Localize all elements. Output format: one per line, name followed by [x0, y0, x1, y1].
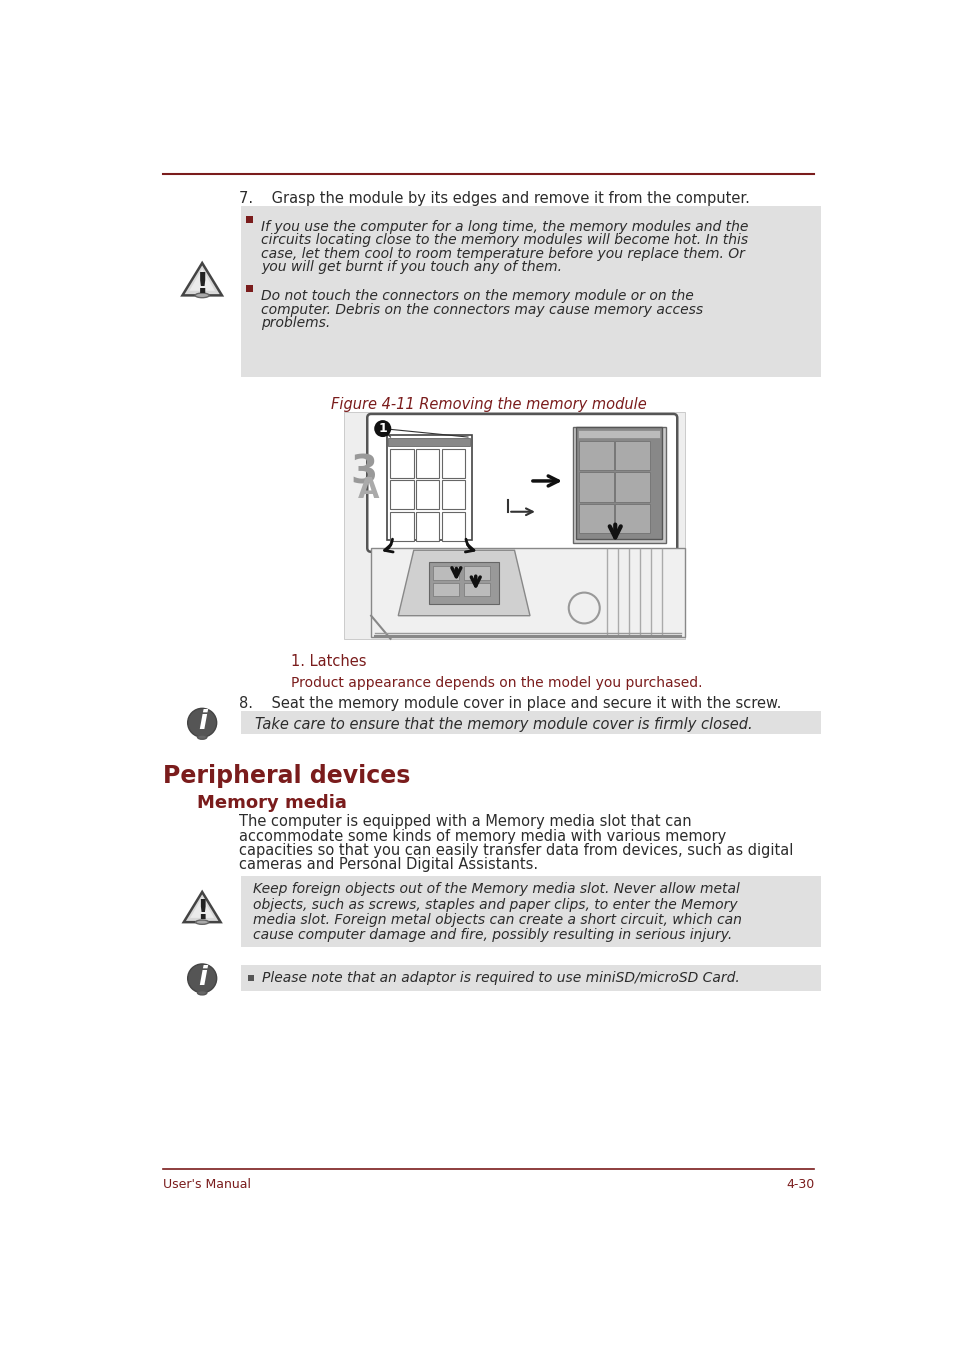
Text: 4-30: 4-30 [785, 1178, 814, 1190]
FancyBboxPatch shape [578, 472, 613, 502]
Circle shape [374, 420, 391, 437]
Polygon shape [190, 897, 213, 917]
FancyBboxPatch shape [433, 566, 458, 580]
Text: cameras and Personal Digital Assistants.: cameras and Personal Digital Assistants. [239, 857, 537, 872]
Ellipse shape [195, 920, 209, 924]
FancyBboxPatch shape [615, 472, 649, 502]
FancyBboxPatch shape [578, 441, 613, 471]
Polygon shape [190, 269, 214, 291]
FancyBboxPatch shape [241, 966, 820, 991]
Text: 1. Latches: 1. Latches [291, 654, 366, 670]
Text: If you use the computer for a long time, the memory modules and the: If you use the computer for a long time,… [261, 221, 748, 234]
FancyBboxPatch shape [248, 975, 253, 981]
Text: computer. Debris on the connectors may cause memory access: computer. Debris on the connectors may c… [261, 303, 702, 316]
Ellipse shape [197, 991, 207, 995]
FancyBboxPatch shape [246, 285, 253, 292]
FancyBboxPatch shape [388, 438, 470, 445]
Ellipse shape [197, 734, 207, 740]
Text: 7.    Grasp the module by its edges and remove it from the computer.: 7. Grasp the module by its edges and rem… [239, 191, 749, 206]
Text: The computer is equipped with a Memory media slot that can: The computer is equipped with a Memory m… [239, 814, 691, 830]
FancyBboxPatch shape [241, 712, 820, 734]
Text: Product appearance depends on the model you purchased.: Product appearance depends on the model … [291, 675, 702, 690]
FancyBboxPatch shape [246, 217, 253, 223]
Text: problems.: problems. [261, 316, 330, 330]
FancyBboxPatch shape [390, 449, 414, 477]
Text: Keep foreign objects out of the Memory media slot. Never allow metal: Keep foreign objects out of the Memory m… [253, 882, 740, 896]
Text: i: i [197, 964, 207, 991]
FancyBboxPatch shape [390, 480, 414, 510]
Text: you will get burnt if you touch any of them.: you will get burnt if you touch any of t… [261, 261, 561, 274]
FancyBboxPatch shape [241, 206, 820, 377]
Text: User's Manual: User's Manual [163, 1178, 252, 1190]
FancyArrowPatch shape [384, 539, 393, 551]
Text: Memory media: Memory media [196, 795, 346, 812]
FancyArrowPatch shape [465, 539, 474, 551]
Polygon shape [397, 550, 530, 616]
FancyBboxPatch shape [433, 582, 458, 596]
Text: cause computer damage and fire, possibly resulting in serious injury.: cause computer damage and fire, possibly… [253, 928, 732, 943]
FancyBboxPatch shape [615, 441, 649, 471]
Text: Peripheral devices: Peripheral devices [163, 764, 411, 788]
Polygon shape [182, 264, 222, 296]
Ellipse shape [195, 293, 209, 297]
Polygon shape [184, 892, 220, 923]
Text: circuits locating close to the memory modules will become hot. In this: circuits locating close to the memory mo… [261, 234, 747, 247]
FancyBboxPatch shape [441, 511, 464, 541]
Text: 3: 3 [350, 455, 377, 492]
FancyBboxPatch shape [386, 434, 472, 541]
Text: A: A [357, 476, 379, 503]
FancyBboxPatch shape [578, 430, 659, 438]
FancyBboxPatch shape [615, 504, 649, 534]
Circle shape [188, 964, 216, 993]
FancyBboxPatch shape [416, 511, 439, 541]
FancyBboxPatch shape [464, 566, 489, 580]
Text: media slot. Foreign metal objects can create a short circuit, which can: media slot. Foreign metal objects can cr… [253, 913, 741, 927]
FancyBboxPatch shape [371, 547, 684, 638]
Text: Figure 4-11 Removing the memory module: Figure 4-11 Removing the memory module [331, 397, 646, 412]
Text: case, let them cool to room temperature before you replace them. Or: case, let them cool to room temperature … [261, 247, 744, 261]
FancyBboxPatch shape [464, 582, 489, 596]
Text: Take care to ensure that the memory module cover is firmly closed.: Take care to ensure that the memory modu… [254, 717, 752, 732]
Circle shape [568, 593, 599, 623]
Text: 8.    Seat the memory module cover in place and secure it with the screw.: 8. Seat the memory module cover in place… [239, 695, 781, 710]
Text: capacities so that you can easily transfer data from devices, such as digital: capacities so that you can easily transf… [239, 843, 793, 858]
FancyBboxPatch shape [416, 449, 439, 477]
FancyBboxPatch shape [344, 412, 684, 639]
Text: accommodate some kinds of memory media with various memory: accommodate some kinds of memory media w… [239, 829, 726, 843]
FancyBboxPatch shape [367, 414, 677, 551]
Text: Do not touch the connectors on the memory module or on the: Do not touch the connectors on the memor… [261, 289, 693, 303]
FancyBboxPatch shape [441, 449, 464, 477]
Text: 1: 1 [378, 422, 387, 434]
FancyBboxPatch shape [578, 504, 613, 534]
Text: !: ! [195, 900, 208, 925]
Text: !: ! [195, 270, 209, 299]
FancyBboxPatch shape [576, 428, 661, 539]
FancyBboxPatch shape [572, 428, 665, 542]
Text: Please note that an adaptor is required to use miniSD/microSD Card.: Please note that an adaptor is required … [261, 971, 739, 986]
Circle shape [188, 709, 216, 737]
FancyBboxPatch shape [416, 480, 439, 510]
FancyBboxPatch shape [441, 480, 464, 510]
Text: objects, such as screws, staples and paper clips, to enter the Memory: objects, such as screws, staples and pap… [253, 897, 738, 912]
Text: i: i [197, 709, 207, 734]
Polygon shape [429, 562, 498, 604]
FancyBboxPatch shape [241, 876, 820, 947]
FancyBboxPatch shape [390, 511, 414, 541]
